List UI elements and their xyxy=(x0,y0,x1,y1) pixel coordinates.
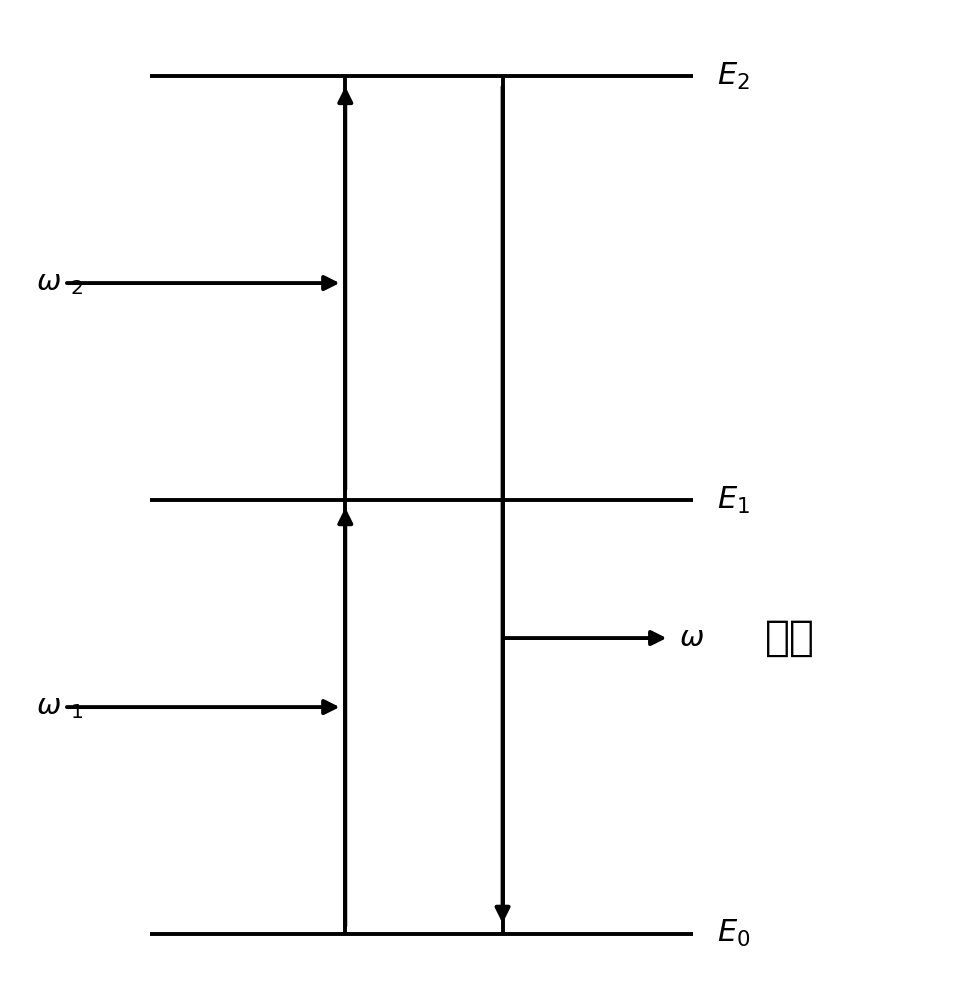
Text: 光子: 光子 xyxy=(765,617,814,659)
Text: $\omega\ _1$: $\omega\ _1$ xyxy=(36,693,82,721)
Text: $E_0$: $E_0$ xyxy=(717,918,750,949)
Text: $E_2$: $E_2$ xyxy=(717,60,749,92)
Text: $E_1$: $E_1$ xyxy=(717,484,749,516)
Text: $\omega\ _2$: $\omega\ _2$ xyxy=(36,269,82,297)
Text: $\omega$: $\omega$ xyxy=(679,624,704,652)
